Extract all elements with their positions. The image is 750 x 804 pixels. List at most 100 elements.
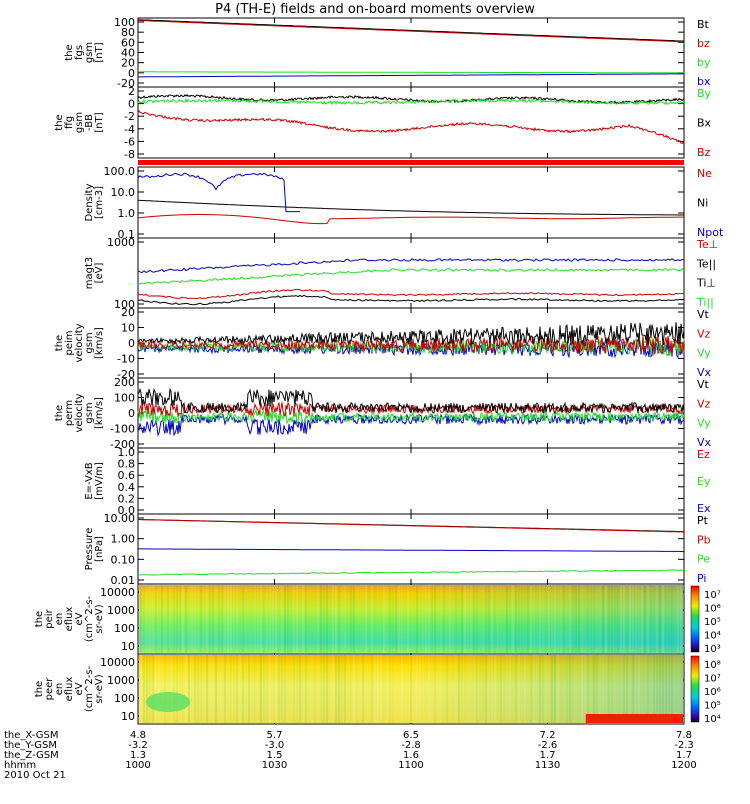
peer-spectrogram-streak — [326, 655, 328, 723]
legend-entry: bx — [697, 75, 711, 88]
peer-spectrogram-streak — [608, 655, 610, 723]
y-tick-label: 1.0 — [118, 207, 136, 220]
peir-spectrogram-streak — [602, 585, 604, 653]
peer-spectrogram-streak — [287, 655, 289, 723]
y-axis-label: the — [54, 335, 65, 351]
peer-spectrogram-streak — [230, 655, 232, 723]
peir-spectrogram-streak — [248, 585, 250, 653]
peer-spectrogram-streak — [677, 655, 679, 723]
peer-spectrogram-streak — [554, 655, 556, 723]
peir-spectrogram-streak — [191, 585, 193, 653]
peir-spectrogram-streak — [644, 585, 646, 653]
y-axis-label: peir — [44, 608, 55, 628]
peer-spectrogram-streak — [434, 655, 436, 723]
peir-spectrogram-streak — [332, 585, 334, 653]
legend-entry: Ex — [697, 502, 711, 515]
peer-spectrogram-streak — [188, 655, 190, 723]
series-Te-perp-line — [137, 288, 685, 300]
peer-spectrogram-streak — [380, 655, 382, 723]
peir-spectrogram-streak — [425, 585, 427, 653]
legend-entry: Te⊥ — [696, 238, 718, 251]
y-axis-label: [mV/m] — [94, 462, 105, 500]
peer-spectrogram-streak — [584, 655, 586, 723]
peir-spectrogram-streak — [164, 585, 166, 653]
peir-spectrogram-streak — [533, 585, 535, 653]
y-axis-label: (cm^2-s- — [84, 595, 95, 642]
peer-spectrogram-streak — [260, 655, 262, 723]
peer-spectrogram-streak — [233, 655, 235, 723]
x-tick-label: -2.6 — [538, 740, 558, 751]
peir-spectrogram-overlay — [139, 585, 683, 653]
legend-entry: Ez — [697, 448, 710, 461]
peir-spectrogram-streak — [386, 585, 388, 653]
series-Pb-line — [138, 519, 685, 533]
peer-spectrogram-streak — [404, 655, 406, 723]
peer-spectrogram-streak — [653, 655, 655, 723]
peer-spectrogram-streak — [329, 655, 331, 723]
peir-colorbar — [690, 585, 700, 653]
flag-bar — [138, 160, 684, 165]
legend-entry: Bz — [697, 146, 711, 159]
peer-spectrogram-streak — [275, 655, 277, 723]
peir-spectrogram-streak — [347, 585, 349, 653]
peer-spectrogram-streak — [509, 655, 511, 723]
peer-spectrogram-streak — [506, 655, 508, 723]
peer-spectrogram-streak — [623, 655, 625, 723]
peir-spectrogram-streak — [272, 585, 274, 653]
peer-spectrogram-streak — [245, 655, 247, 723]
peir-spectrogram-streak — [296, 585, 298, 653]
y-tick-label: 60 — [121, 36, 135, 49]
peir-spectrogram-streak — [587, 585, 589, 653]
peir-spectrogram-streak — [656, 585, 658, 653]
peer-spectrogram-streak — [377, 655, 379, 723]
peir-spectrogram-streak — [557, 585, 559, 653]
peir-spectrogram-streak — [464, 585, 466, 653]
y-tick-label: 40 — [121, 47, 135, 60]
peir-spectrogram-streak — [197, 585, 199, 653]
peir-spectrogram-streak — [416, 585, 418, 653]
peir-spectrogram-streak — [662, 585, 664, 653]
legend-entry: Ey — [697, 475, 711, 488]
peer-spectrogram-streak — [284, 655, 286, 723]
peir-spectrogram-streak — [353, 585, 355, 653]
peer-spectrogram-streak — [674, 655, 676, 723]
peir-spectrogram-streak — [155, 585, 157, 653]
y-axis-label: gsm — [84, 332, 95, 353]
x-tick-label: 1200 — [671, 760, 696, 771]
y-tick-label: 100 — [114, 392, 135, 405]
y-tick-label: -100 — [110, 423, 135, 436]
peir-spectrogram-streak — [560, 585, 562, 653]
peer-spectrogram-streak — [236, 655, 238, 723]
peer-spectrogram-streak — [293, 655, 295, 723]
peir-spectrogram-streak — [326, 585, 328, 653]
peer-spectrogram-streak — [419, 655, 421, 723]
y-axis-label: fgs — [74, 45, 85, 60]
peir-spectrogram-streak — [527, 585, 529, 653]
peer-spectrogram-streak — [374, 655, 376, 723]
peir-spectrogram-streak — [455, 585, 457, 653]
y-axis-label: perm — [64, 400, 75, 426]
peir-spectrogram-streak — [629, 585, 631, 653]
peir-spectrogram-streak — [236, 585, 238, 653]
y-axis-label: velocity — [74, 393, 85, 432]
peir-spectrogram-streak — [521, 585, 523, 653]
chart-title: P4 (TH-E) fields and on-board moments ov… — [215, 2, 535, 17]
legend-entry: Ni — [697, 197, 708, 210]
peer-spectrogram-streak — [194, 655, 196, 723]
peir-spectrogram-streak — [458, 585, 460, 653]
peer-spectrogram-streak — [278, 655, 280, 723]
peer-spectrogram-streak — [197, 655, 199, 723]
peer-spectrogram-streak — [443, 655, 445, 723]
peer-spectrogram-streak — [311, 655, 313, 723]
peir-spectrogram-streak — [491, 585, 493, 653]
y-tick-label: 10000 — [100, 656, 135, 669]
peir-spectrogram-streak — [518, 585, 520, 653]
peer-spectrogram-streak — [299, 655, 301, 723]
peer-spectrogram-streak — [656, 655, 658, 723]
colorbar-tick-label: 10⁴ — [704, 714, 721, 725]
y-tick-label: -20 — [117, 77, 135, 90]
peir-spectrogram-streak — [365, 585, 367, 653]
peer-spectrogram-streak — [290, 655, 292, 723]
x-axis-row-label: the_X-GSM — [4, 730, 58, 741]
legend-entry: Pb — [697, 533, 711, 546]
